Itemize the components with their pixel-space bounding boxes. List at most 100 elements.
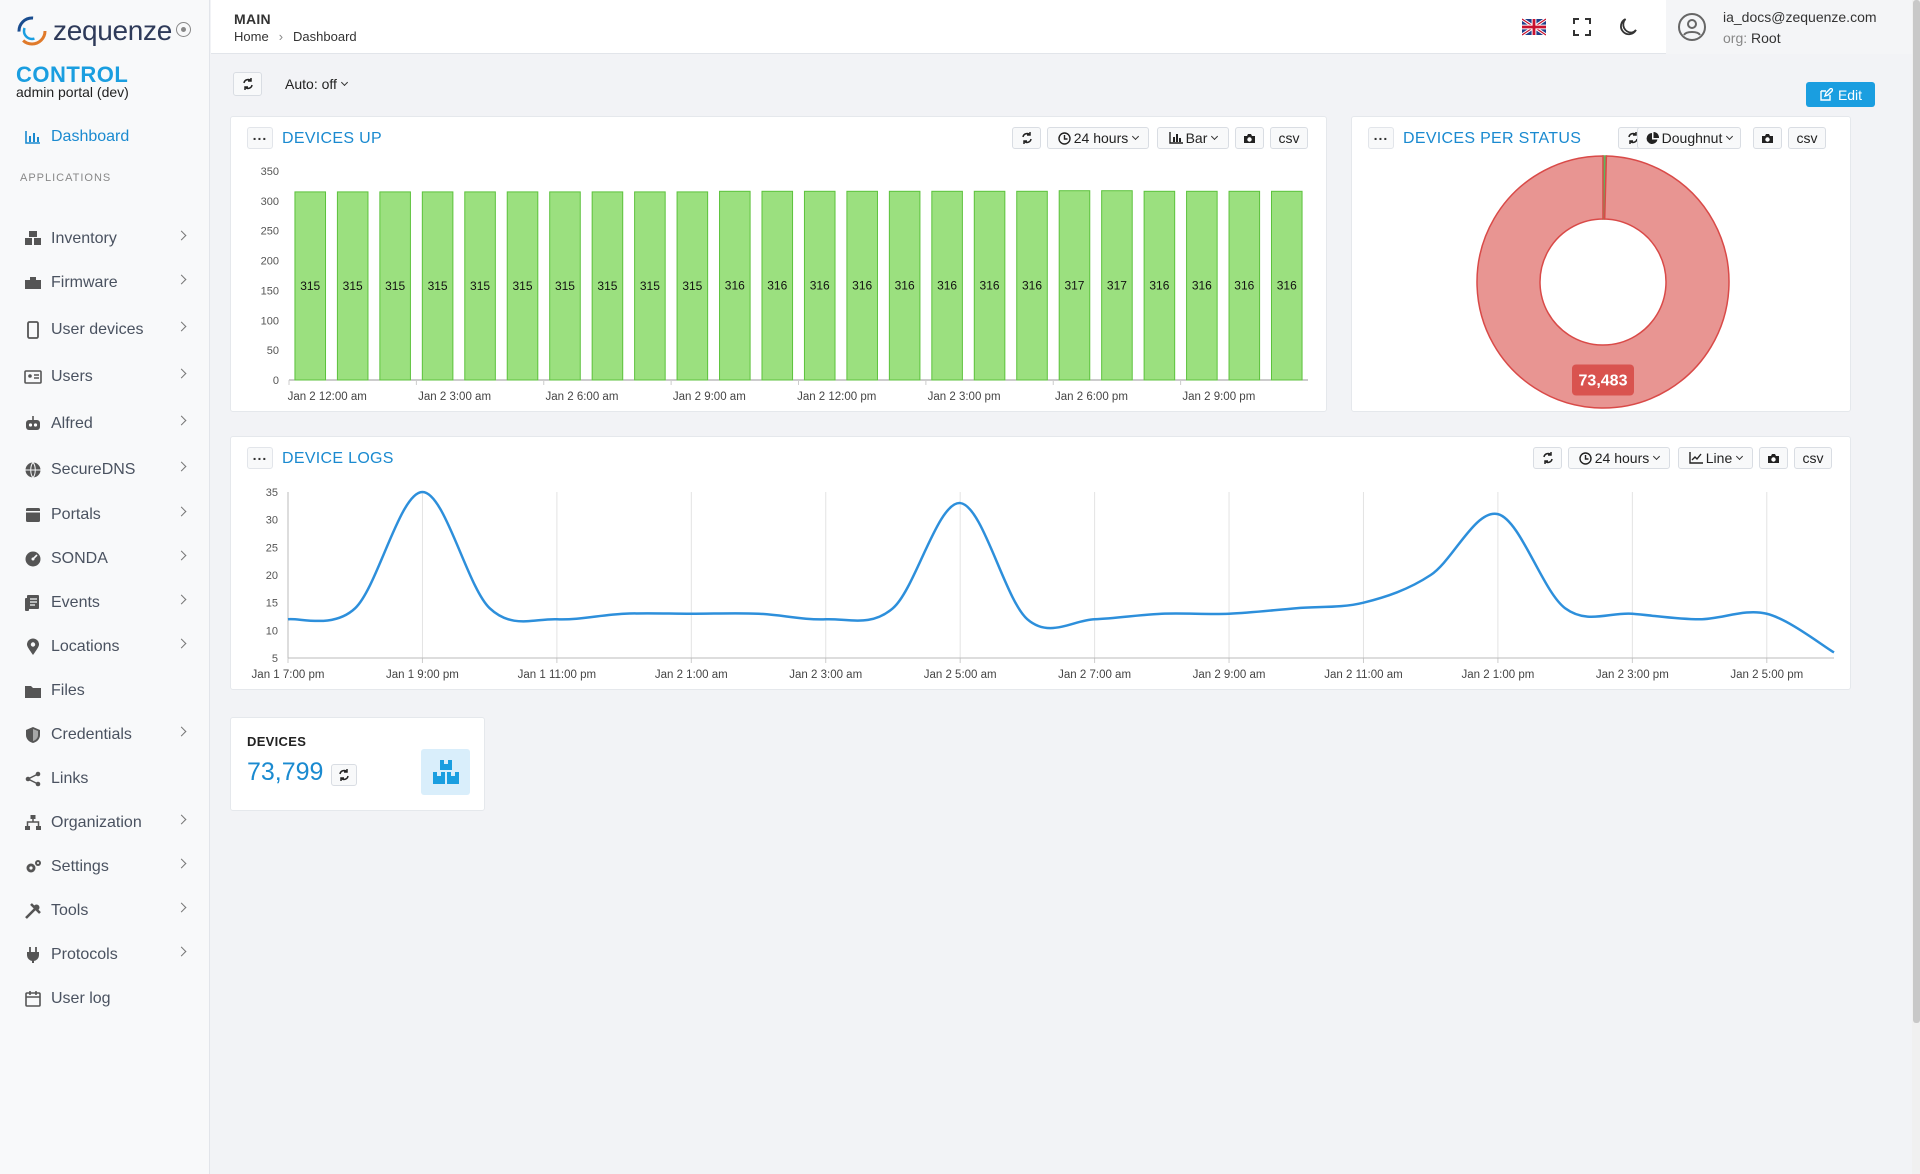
refresh-chart-button[interactable] (1012, 127, 1041, 149)
y-tick-label: 0 (273, 375, 279, 387)
brand-subtitle: admin portal (dev) (16, 84, 129, 100)
devices-per-status-card: ... DEVICES PER STATUS Doughnut csv 73,4… (1351, 116, 1851, 412)
export-csv-button[interactable]: csv (1270, 127, 1308, 149)
sidebar-item-user-devices[interactable]: User devices (0, 313, 209, 347)
card-menu-button[interactable]: ... (247, 447, 273, 469)
bar-data-label: 316 (725, 279, 745, 293)
bar (931, 190, 963, 381)
dark-mode-moon-icon[interactable] (1617, 16, 1639, 38)
scrollbar-thumb[interactable] (1913, 0, 1920, 1023)
chart-type-dropdown[interactable]: Bar (1157, 127, 1229, 149)
id-card-icon (24, 368, 42, 386)
folder-icon (24, 682, 42, 700)
bar (591, 191, 624, 381)
sitemap-icon (24, 814, 42, 832)
chart-type-dropdown[interactable]: Doughnut (1637, 127, 1741, 149)
sidebar-item-tools[interactable]: Tools (0, 894, 209, 928)
chart-type-dropdown[interactable]: Line (1678, 447, 1753, 469)
uk-flag-icon[interactable] (1522, 18, 1546, 36)
sidebar-item-settings[interactable]: Settings (0, 850, 209, 884)
sidebar-item-portals[interactable]: Portals (0, 498, 209, 532)
chevron-right-icon (176, 230, 187, 241)
camera-icon (1768, 453, 1779, 463)
refresh-all-button[interactable] (233, 72, 262, 96)
logo[interactable]: zequenze (15, 14, 172, 48)
sidebar-item-label: Locations (51, 638, 120, 655)
y-tick-label: 50 (267, 345, 279, 357)
camera-icon (1244, 133, 1255, 143)
camera-icon (1762, 133, 1773, 143)
sidebar-item-label: Firmware (51, 274, 118, 291)
boxes-icon (24, 230, 42, 248)
chevron-right-icon (176, 902, 187, 913)
sidebar-item-firmware[interactable]: Firmware (0, 266, 209, 300)
x-tick-label: Jan 2 6:00 pm (1055, 391, 1128, 403)
export-csv-button[interactable]: csv (1794, 447, 1832, 469)
bar-data-label: 316 (1192, 279, 1212, 293)
sidebar-item-links[interactable]: Links (0, 762, 209, 796)
doughnut-slice (1476, 155, 1730, 409)
sidebar-item-protocols[interactable]: Protocols (0, 938, 209, 972)
clock-icon (1058, 131, 1071, 145)
bar (1016, 190, 1048, 381)
x-tick-label: Jan 2 12:00 am (288, 391, 367, 403)
x-tick-label: Jan 1 7:00 pm (252, 669, 325, 681)
org-value: Root (1751, 30, 1781, 46)
x-tick-label: Jan 2 1:00 am (655, 669, 728, 681)
bar-data-label: 316 (767, 279, 787, 293)
brand-title: CONTROL (16, 62, 129, 87)
sidebar-item-inventory[interactable]: Inventory (0, 222, 209, 256)
sidebar-item-files[interactable]: Files (0, 674, 209, 708)
device-logs-card: ... DEVICE LOGS 24 hours Line csv 5 10 15 2… (230, 436, 1851, 690)
edit-dashboard-button[interactable]: Edit (1806, 82, 1875, 107)
period-dropdown[interactable]: 24 hours (1047, 127, 1149, 149)
sidebar-item-securedns[interactable]: SecureDNS (0, 453, 209, 487)
sidebar-item-label: Settings (51, 858, 109, 875)
devices-kpi-card: DEVICES 73,799 (230, 717, 485, 811)
bar-data-label: 315 (682, 279, 702, 293)
refresh-kpi-button[interactable] (331, 764, 357, 786)
auto-refresh-dropdown[interactable]: Auto: off (268, 72, 364, 96)
clock-icon (1579, 451, 1592, 465)
bar-data-label: 316 (1234, 279, 1254, 293)
top-header: MAIN Home › Dashboard ia_docs@zequenze.c… (211, 0, 1920, 54)
y-tick-label: 300 (261, 196, 279, 208)
sidebar-item-sonda[interactable]: SONDA (0, 542, 209, 576)
bar (1101, 190, 1133, 381)
card-menu-button[interactable]: ... (1368, 127, 1394, 149)
snapshot-button[interactable] (1759, 447, 1788, 469)
user-menu[interactable]: ia_docs@zequenze.com org: Root (1666, 0, 1920, 54)
sidebar-item-label: User devices (51, 321, 144, 338)
sidebar-item-dashboard[interactable]: Dashboard (0, 120, 209, 154)
sidebar-item-user-log[interactable]: User log (0, 982, 209, 1016)
refresh-chart-button[interactable] (1533, 447, 1562, 469)
fullscreen-icon[interactable] (1571, 16, 1593, 38)
sidebar-item-organization[interactable]: Organization (0, 806, 209, 840)
sidebar-item-users[interactable]: Users (0, 360, 209, 394)
bar (1186, 190, 1218, 381)
snapshot-button[interactable] (1235, 127, 1264, 149)
bar-chart-icon (1168, 132, 1183, 144)
portal-icon (24, 506, 42, 524)
edit-icon (1820, 87, 1833, 101)
sidebar-item-label: Alfred (51, 415, 93, 432)
period-dropdown[interactable]: 24 hours (1568, 447, 1670, 469)
x-tick-label: Jan 2 3:00 pm (1596, 669, 1669, 681)
snapshot-button[interactable] (1753, 127, 1782, 149)
sidebar-item-locations[interactable]: Locations (0, 630, 209, 664)
chart-type-label: Bar (1185, 130, 1208, 146)
bar (761, 190, 794, 381)
bar-data-label: 315 (385, 279, 405, 293)
chevron-right-icon (176, 368, 187, 379)
export-csv-button[interactable]: csv (1788, 127, 1826, 149)
more-dots-icon: ... (252, 127, 268, 143)
sidebar-item-events[interactable]: Events (0, 586, 209, 620)
breadcrumb-home[interactable]: Home (234, 29, 269, 44)
card-menu-button[interactable]: ... (247, 127, 273, 149)
sidebar-item-label: Dashboard (51, 128, 130, 145)
sidebar-item-credentials[interactable]: Credentials (0, 718, 209, 752)
y-tick-label: 25 (266, 542, 278, 554)
sidebar-item-alfred[interactable]: Alfred (0, 407, 209, 441)
chevron-right-icon (176, 726, 187, 737)
pin-sidebar-icon[interactable] (176, 22, 191, 37)
